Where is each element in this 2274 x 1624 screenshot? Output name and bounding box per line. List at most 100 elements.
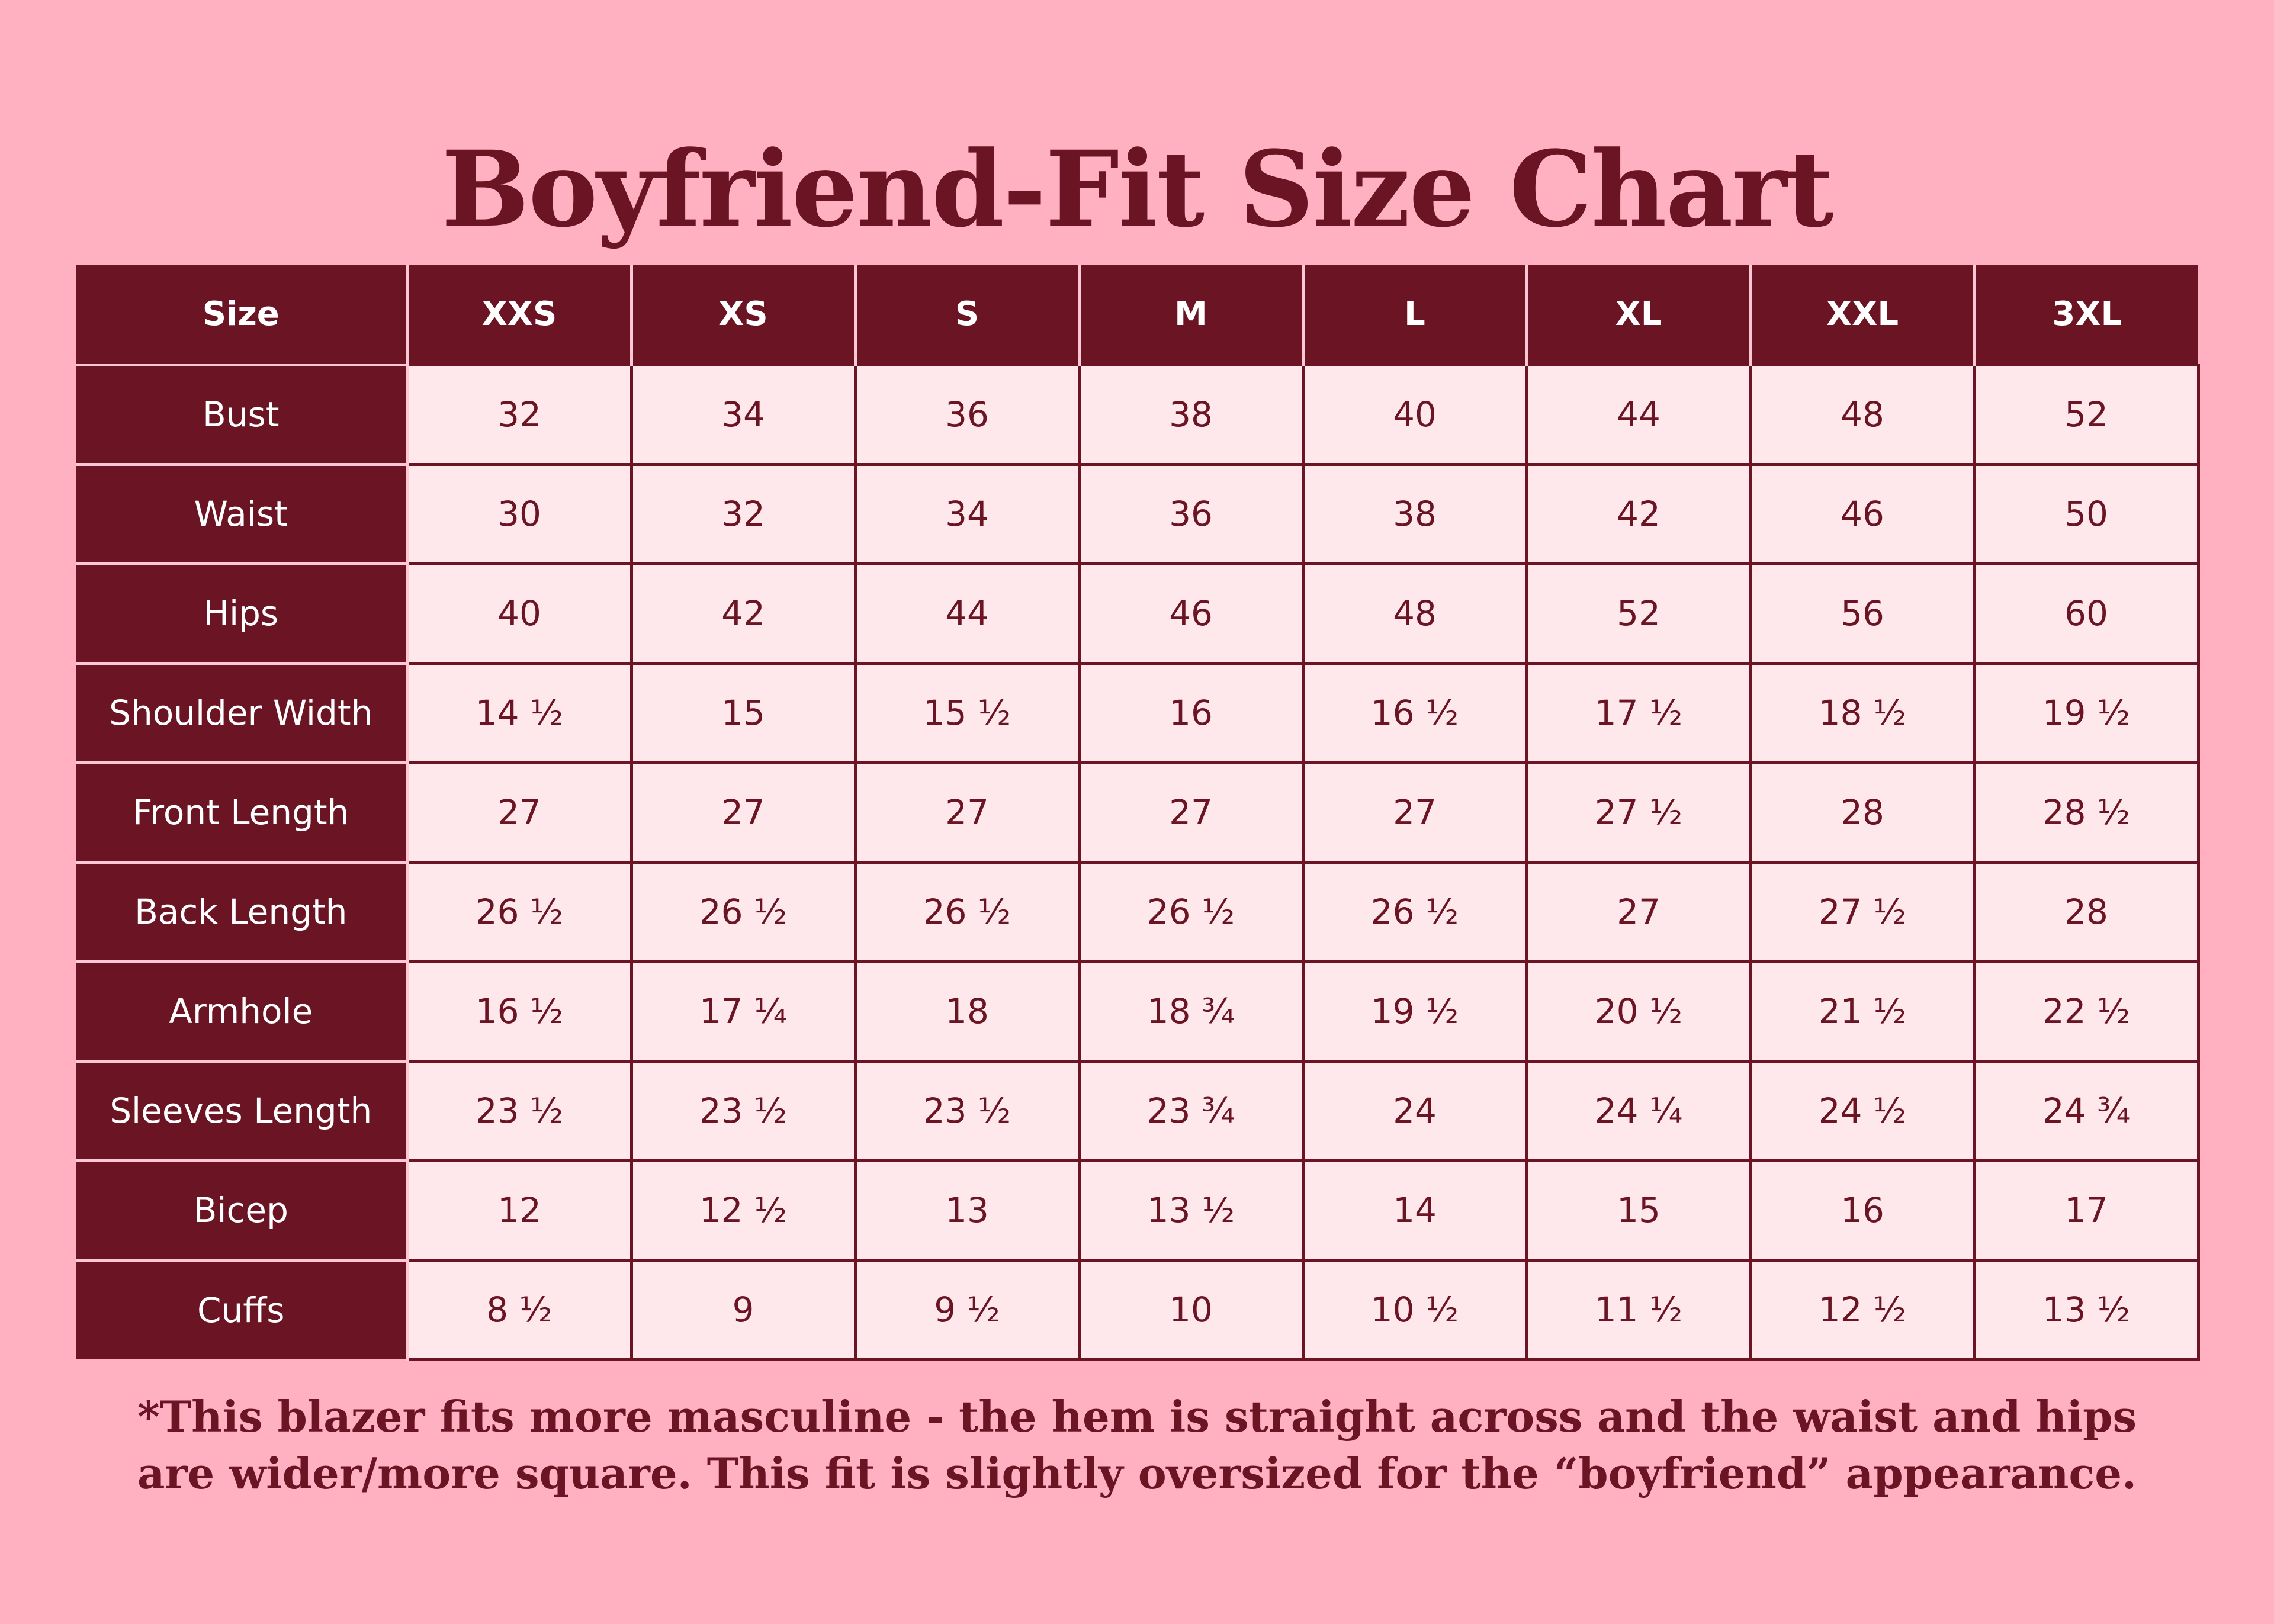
table-row: Front Length 27 27 27 27 27 27 ½ 28 28 ½ (76, 761, 2200, 864)
table-cell: 38 (1301, 462, 1528, 565)
row-label: Hips (76, 562, 409, 663)
table-cell: 26 ½ (406, 860, 633, 963)
table-cell: 50 (1973, 462, 2200, 565)
table-cell: 56 (1749, 562, 1976, 665)
table-row: Hips 40 42 44 46 48 52 56 60 (76, 562, 2200, 665)
row-label: Waist (76, 462, 409, 564)
table-cell: 17 (1973, 1159, 2200, 1262)
table-cell: 60 (1973, 562, 2200, 665)
table-cell: 48 (1301, 562, 1528, 665)
table-header: Size XXS XS S M L XL XXL 3XL (76, 265, 2198, 365)
table-cell: 34 (629, 363, 857, 466)
table-cell: 46 (1749, 462, 1976, 565)
table-cell: 40 (406, 562, 633, 665)
table-cell: 34 (853, 462, 1081, 565)
table-cell: 12 ½ (629, 1159, 857, 1262)
table-cell: 16 ½ (406, 960, 633, 1063)
table-cell: 40 (1301, 363, 1528, 466)
table-cell: 16 ½ (1301, 661, 1528, 764)
table-cell: 21 ½ (1749, 960, 1976, 1063)
row-label: Back Length (76, 860, 409, 961)
table-cell: 32 (406, 363, 633, 466)
table-row: Sleeves Length 23 ½ 23 ½ 23 ½ 23 ¾ 24 24 ¼ 24 ½… (76, 1059, 2200, 1162)
table-cell: 26 ½ (853, 860, 1081, 963)
table-cell: 13 ½ (1973, 1258, 2200, 1361)
header-cell-size: Size (76, 265, 407, 365)
table-row: Bust 32 34 36 38 40 44 48 52 (76, 363, 2200, 466)
table-cell: 10 ½ (1301, 1258, 1528, 1361)
table-cell: 24 ½ (1749, 1059, 1976, 1162)
header-row: Size XXS XS S M L XL XXL 3XL (76, 265, 2198, 365)
table-cell: 27 (406, 761, 633, 864)
table-cell: 52 (1525, 562, 1752, 665)
fit-note-line-2: are wider/more square. This fit is sligh… (137, 1448, 2137, 1498)
row-label: Armhole (76, 960, 409, 1061)
header-cell-l: L (1301, 265, 1527, 365)
row-label: Front Length (76, 761, 409, 862)
table-cell: 44 (1525, 363, 1752, 466)
table-cell: 18 ½ (1749, 661, 1976, 764)
table-cell: 13 (853, 1159, 1081, 1262)
header-cell-s: S (853, 265, 1079, 365)
page-title: Boyfriend-Fit Size Chart (441, 128, 1833, 250)
row-label: Sleeves Length (76, 1059, 409, 1160)
table-cell: 27 (1525, 860, 1752, 963)
table-cell: 23 ½ (629, 1059, 857, 1162)
row-label: Cuffs (76, 1258, 409, 1359)
table-cell: 15 (1525, 1159, 1752, 1262)
table-cell: 23 ½ (406, 1059, 633, 1162)
table-row: Bicep 12 12 ½ 13 13 ½ 14 15 16 17 (76, 1159, 2200, 1262)
table-cell: 26 ½ (629, 860, 857, 963)
table-cell: 22 ½ (1973, 960, 2200, 1063)
row-label: Bicep (76, 1159, 409, 1260)
table-cell: 28 (1749, 761, 1976, 864)
table-cell: 14 ½ (406, 661, 633, 764)
table-cell: 23 ½ (853, 1059, 1081, 1162)
table-cell: 24 (1301, 1059, 1528, 1162)
table-cell: 23 ¾ (1077, 1059, 1305, 1162)
table-cell: 27 (629, 761, 857, 864)
table-cell: 24 ¼ (1525, 1059, 1752, 1162)
table-cell: 30 (406, 462, 633, 565)
size-chart-table: Size XXS XS S M L XL XXL 3XL Bust 32 34 36 3… (76, 265, 2200, 1361)
table-cell: 28 ½ (1973, 761, 2200, 864)
table-cell: 27 ½ (1525, 761, 1752, 864)
table-cell: 19 ½ (1973, 661, 2200, 764)
fit-note: *This blazer fits more masculine - the h… (107, 1388, 2167, 1502)
table-cell: 24 ¾ (1973, 1059, 2200, 1162)
table-cell: 48 (1749, 363, 1976, 466)
table-cell: 18 ¾ (1077, 960, 1305, 1063)
table-cell: 15 (629, 661, 857, 764)
table-cell: 28 (1973, 860, 2200, 963)
header-cell-m: M (1077, 265, 1303, 365)
row-label: Bust (76, 363, 409, 464)
table-cell: 20 ½ (1525, 960, 1752, 1063)
table-row: Back Length 26 ½ 26 ½ 26 ½ 26 ½ 26 ½ 27 27 ½ 28 (76, 860, 2200, 963)
table-cell: 10 (1077, 1258, 1305, 1361)
table-cell: 46 (1077, 562, 1305, 665)
table-cell: 16 (1077, 661, 1305, 764)
table-cell: 12 ½ (1749, 1258, 1976, 1361)
table-cell: 17 ½ (1525, 661, 1752, 764)
header-cell-xl: XL (1525, 265, 1751, 365)
table-cell: 9 ½ (853, 1258, 1081, 1361)
table-cell: 8 ½ (406, 1258, 633, 1361)
table-cell: 19 ½ (1301, 960, 1528, 1063)
table-cell: 27 (1077, 761, 1305, 864)
table-cell: 12 (406, 1159, 633, 1262)
table-cell: 42 (629, 562, 857, 665)
table-row: Armhole 16 ½ 17 ¼ 18 18 ¾ 19 ½ 20 ½ 21 ½ 22 ½ (76, 960, 2200, 1063)
table-cell: 36 (1077, 462, 1305, 565)
table-cell: 27 (853, 761, 1081, 864)
row-label: Shoulder Width (76, 661, 409, 763)
table-cell: 38 (1077, 363, 1305, 466)
table-cell: 15 ½ (853, 661, 1081, 764)
table-cell: 42 (1525, 462, 1752, 565)
table-cell: 27 ½ (1749, 860, 1976, 963)
table-cell: 26 ½ (1077, 860, 1305, 963)
table-cell: 26 ½ (1301, 860, 1528, 963)
table-body: Bust 32 34 36 38 40 44 48 52 Waist 30 32 34 36 38 42 46 5… (76, 363, 2200, 1361)
header-cell-xs: XS (629, 265, 855, 365)
table-cell: 52 (1973, 363, 2200, 466)
